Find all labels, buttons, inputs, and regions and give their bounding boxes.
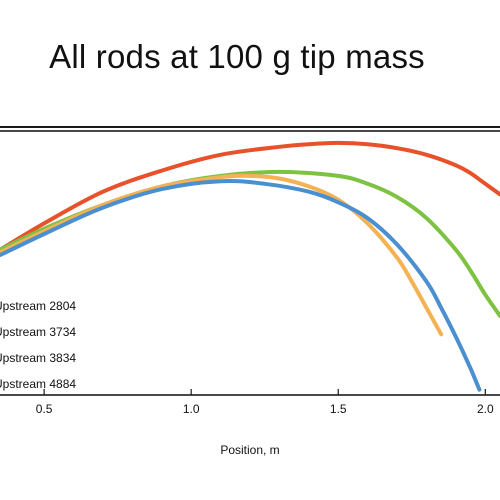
title-box [0,0,500,128]
x-axis-title: Position, m [220,443,279,457]
x-tick-label: 1.5 [330,402,347,416]
legend-label: Upstream 3834 [0,351,76,365]
chart-title: All rods at 100 g tip mass [49,38,425,75]
x-tick-label: 1.0 [183,402,200,416]
legend-label: Upstream 4884 [0,377,76,391]
series-line-upstream-3834 [0,173,444,337]
x-tick-label: 0.5 [36,402,53,416]
x-tick-label: 2.0 [477,402,494,416]
series-line-upstream-4884 [0,178,482,392]
plot-frame [0,130,500,396]
series-line-upstream-3734 [0,169,500,318]
series-line-upstream-2804 [0,140,500,252]
legend-label: Upstream 3734 [0,325,76,339]
legend-label: Upstream 2804 [0,299,76,313]
